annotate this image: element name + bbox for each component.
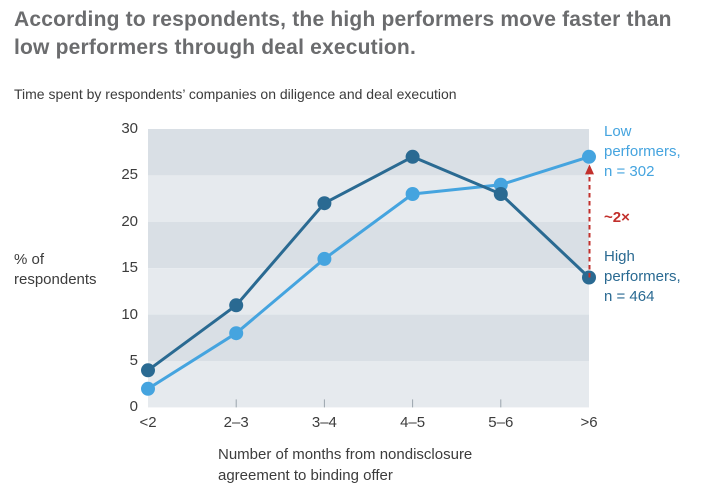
plot-background-band (148, 221, 589, 269)
series-point-high-3–4 (317, 196, 332, 211)
x-axis-title: Number of months from nondisclosure agre… (218, 446, 473, 484)
series-point-low-3–4 (317, 251, 332, 266)
plot-background-band (148, 175, 589, 222)
legend-line: n = 464 (604, 288, 655, 305)
x-axis-tick-label-2: 2–3 (223, 414, 249, 431)
legend-low-performers: Low performers, n = 302 (604, 122, 681, 182)
plot-background-band (148, 314, 589, 361)
x-axis-tick-label-1: <2 (139, 414, 157, 431)
series-point-low-2–3 (229, 326, 244, 341)
plot-background-band (148, 129, 589, 176)
series-point-high-2–3 (229, 298, 244, 313)
y-axis-title: % of respondents (14, 251, 97, 288)
series-line-low-performers (146, 155, 591, 391)
annotation-label: ~2× (604, 209, 630, 226)
legend-high-performers: High performers, n = 464 (604, 247, 681, 307)
annotation-arrow-head (585, 164, 594, 175)
legend-line: n = 302 (604, 163, 655, 180)
x-axis-tick-label-4: 4–5 (400, 414, 426, 431)
series-line-high-performers (146, 155, 591, 372)
series-point-high-<2 (141, 363, 155, 378)
plot-background-band (148, 268, 589, 315)
chart-subtitle: Time spent by respondents’ companies on … (14, 86, 457, 102)
series-point-high-4–5 (405, 149, 420, 164)
y-axis-tick-label-5: 5 (129, 352, 138, 369)
y-axis-tick-label-30: 30 (121, 120, 138, 137)
legend-line: performers, (604, 268, 681, 285)
plot-background-band (148, 361, 589, 408)
series-point-high->6 (582, 270, 596, 285)
series-point-high-5–6 (493, 187, 508, 201)
x-axis-tick-label-6: >6 (580, 414, 598, 431)
legend-line: Low (604, 123, 632, 140)
series-point-low-4–5 (405, 187, 420, 201)
series-point-low->6 (582, 149, 596, 164)
y-axis-tick-label-20: 20 (121, 212, 138, 230)
x-axis-tick-label-3: 3–4 (311, 414, 337, 431)
series-point-low-<2 (141, 381, 155, 396)
page-title: According to respondents, the high perfo… (14, 8, 672, 59)
y-axis-tick-label-25: 25 (121, 166, 138, 184)
legend-line: High (604, 248, 635, 265)
x-axis-tick-label-5: 5–6 (488, 414, 514, 431)
y-axis-tick-label-10: 10 (121, 305, 138, 323)
y-axis-tick-label-0: 0 (129, 398, 138, 416)
legend-line: performers, (604, 143, 681, 160)
y-axis-tick-label-15: 15 (121, 259, 138, 277)
